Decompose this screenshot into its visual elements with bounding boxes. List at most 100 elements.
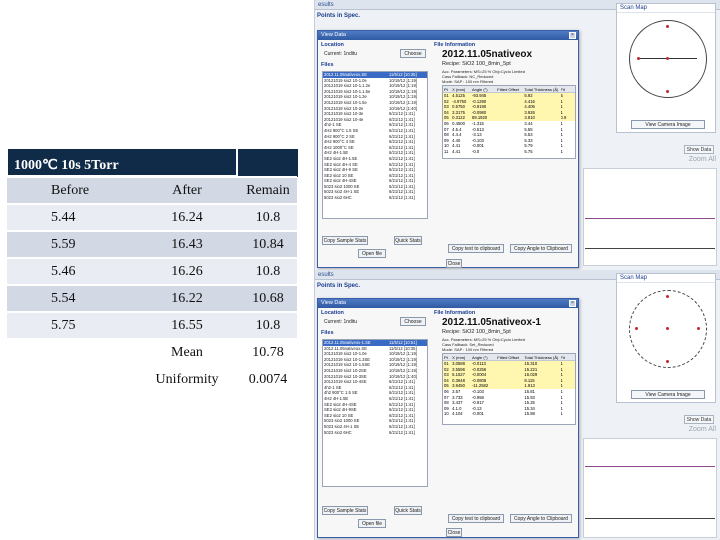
file-list-item[interactable]: 20121019 sio2 10-1.5e 10/19/12 [1:19]: [323, 100, 427, 106]
file-list-item[interactable]: SE2 sio2 4H-4 SE 6/21/12 [1:41]: [323, 162, 427, 168]
file-list-item[interactable]: 5023 sio2 6HC 6/21/12 [1:41]: [323, 430, 427, 436]
file-list-item[interactable]: 4H2 4H-1.5E 6/21/12 [1:41]: [323, 396, 427, 402]
copy-sample-stats-button[interactable]: Copy Sample Stats: [322, 506, 368, 515]
table-row[interactable]: 03 5.1527 -0.0004 16.029 1: [443, 372, 575, 378]
file-list-item[interactable]: SE2 sio2 4H-4SE 6/21/12 [1:41]: [323, 178, 427, 184]
table-row[interactable]: 06 3.57 -0.103 15.81 1: [443, 389, 575, 395]
copy-angle-to-clipboard-button[interactable]: Copy Angle to Clipboard: [510, 514, 572, 523]
file-list-item[interactable]: SE2 sio2 10 SE 6/21/12 [1:41]: [323, 413, 427, 419]
copy-test-to-clipboard-button[interactable]: Copy test to clipboard: [448, 244, 504, 253]
file-list-item[interactable]: 4H2 4H-1.5E 6/21/12 [1:41]: [323, 150, 427, 156]
file-list-item[interactable]: 4H2 900°C 2 SE 6/21/12 [1:41]: [323, 134, 427, 140]
table-row[interactable]: 05 0.3122 89.1920 3.810 0.9: [443, 115, 575, 121]
file-list-item[interactable]: 5023 sio2 6HC 6/21/12 [1:41]: [323, 195, 427, 201]
table-row[interactable]: 07 4.5.4 -0.513 5.55 1: [443, 127, 575, 133]
file-list-item[interactable]: 20121019 sio2 10-1.0e 10/19/12 [1:19]: [323, 78, 427, 84]
show-data-button[interactable]: Show Data: [684, 415, 714, 424]
file-list[interactable]: 2012.11.05nativeox.SE 11/5/12 [10:35] 2012…: [322, 71, 428, 219]
copy-test-to-clipboard-button[interactable]: Copy test to clipboard: [448, 514, 504, 523]
file-list-item[interactable]: 5023 sio2 4H-1 SE 6/21/12 [1:41]: [323, 189, 427, 195]
close-icon[interactable]: ×: [569, 300, 576, 307]
results-tab[interactable]: esults: [318, 272, 334, 278]
close-icon[interactable]: ×: [569, 32, 576, 39]
file-list-item[interactable]: SE2 sio2 4H-9 SE 6/21/12 [1:41]: [323, 167, 427, 173]
file-list-item[interactable]: 4h2 900°C 1.5 SE 6/21/12 [1:41]: [323, 390, 427, 396]
current-location: Current: 1nditu: [324, 319, 358, 325]
file-list-item[interactable]: 4H2 900°C 4 SE 6/21/12 [1:41]: [323, 139, 427, 145]
file-list-item[interactable]: 20121019 sio2 10-3SE 10/19/12 [1:40]: [323, 374, 427, 380]
file-list[interactable]: 2012.11.05nativeox-1.SE 11/5/12 [10:51] 20…: [322, 339, 428, 487]
summary-cell: 5.75: [51, 318, 76, 333]
file-list-item[interactable]: SE2 sio2 4H-4SE 6/21/12 [1:41]: [323, 402, 427, 408]
table-row[interactable]: 02 3.5596 -0.0256 15.221 1: [443, 366, 575, 373]
copy-angle-to-clipboard-button[interactable]: Copy Angle to Clipboard: [510, 244, 572, 253]
close-button[interactable]: Close: [446, 528, 462, 537]
meta-line: Mode: SAP : 100 nm Filtered: [442, 347, 494, 352]
file-list-item[interactable]: 4H2 1000°C SE 6/21/12 [1:41]: [323, 145, 427, 151]
table-row[interactable]: 03 0.5750 -0.9190 4.406 1: [443, 104, 575, 110]
file-list-item[interactable]: 20121019 sio2 10-1.0e 10/19/12 [1:19]: [323, 351, 427, 357]
file-list-item[interactable]: 2012.11.05nativeox.SE 11/5/12 [10:35]: [323, 72, 427, 78]
file-list-item[interactable]: 5023 sio2 4H-1 SE 6/21/12 [1:41]: [323, 424, 427, 430]
file-list-item[interactable]: 2012.11.05nativeox-1.SE 11/5/12 [10:51]: [323, 340, 427, 346]
zoom-all-label[interactable]: Zoom All: [688, 426, 716, 433]
table-row[interactable]: 10 4.41 -0.001 5.79 1: [443, 143, 575, 149]
file-list-item[interactable]: 20121019 sio2 10-4SE 6/21/12 [1:41]: [323, 379, 427, 385]
table-row[interactable]: 10 4.104 -0.001 15.88 1: [443, 411, 575, 417]
table-row[interactable]: 08 4.4.4 -3.13 5.53 1: [443, 132, 575, 138]
table-row[interactable]: 05 3.9450 -11.2582 1.913 1: [443, 383, 575, 389]
table-row[interactable]: 01 3.0588 -0.0113 15.310 1: [443, 361, 575, 367]
file-list-item[interactable]: 20121019 sio2 10-2SE 10/19/12 [1:19]: [323, 368, 427, 374]
file-list-item[interactable]: 2012.11.05nativeox.SE 11/5/12 [10:35]: [323, 346, 427, 352]
copy-sample-stats-button[interactable]: Copy Sample Stats: [322, 236, 368, 245]
summary-cell: [7, 340, 135, 365]
table-row[interactable]: 09 4.1.0 -0.13 15.34 1: [443, 406, 575, 412]
results-table[interactable]: Pt X (mm) Angle (°) Fitted Offset Total Thic…: [442, 85, 576, 159]
open-file-button[interactable]: Open file: [358, 249, 386, 258]
table-row[interactable]: 07 3.733 -0.958 15.93 1: [443, 395, 575, 401]
choose-button[interactable]: Choose: [400, 49, 426, 58]
file-list-item[interactable]: 20121019 sio2 10-4e 6/21/12 [1:41]: [323, 117, 427, 123]
file-list-item[interactable]: SE2 sio2 4H-9SE 6/21/12 [1:41]: [323, 407, 427, 413]
file-date-cell: 6/21/12 [1:41]: [389, 133, 415, 139]
zoom-all-label[interactable]: Zoom All: [688, 156, 716, 163]
plot-series-line: [585, 518, 715, 519]
table-cell: -0.0808: [472, 377, 487, 383]
file-list-item[interactable]: 20121019 sio2 10-1.1.2e 10/19/12 [1:19]: [323, 83, 427, 89]
quick-stats-button[interactable]: Quick Stats: [394, 236, 422, 245]
table-row[interactable]: 04 0.3648 -0.0808 8.115 1: [443, 377, 575, 384]
file-list-item[interactable]: 4h2-1 SE 6/21/12 [1:41]: [323, 385, 427, 391]
file-list-item[interactable]: 5023 sio2 1000 SE 6/21/12 [1:41]: [323, 418, 427, 424]
view-camera-image-button[interactable]: View Camera Image: [631, 390, 705, 399]
view-camera-image-button[interactable]: View Camera Image: [631, 120, 705, 129]
file-list-item[interactable]: 20121019 sio2 10-1.1.6e 10/19/12 [1:19]: [323, 89, 427, 95]
file-list-item[interactable]: SE2 sio2 4H-1.5E 6/21/12 [1:41]: [323, 156, 427, 162]
table-cell: 3.437: [452, 400, 463, 406]
table-row[interactable]: 08 3.437 -0.917 15.25 1: [443, 400, 575, 406]
close-button[interactable]: Close: [446, 259, 462, 268]
open-file-button[interactable]: Open file: [358, 519, 386, 528]
quick-stats-button[interactable]: Quick Stats: [394, 506, 422, 515]
choose-button[interactable]: Choose: [400, 317, 426, 326]
table-row[interactable]: 02 -4.9750 -0.1290 4.416 1: [443, 98, 575, 105]
table-row[interactable]: 04 3.3175 -0.0980 3.926 1: [443, 109, 575, 116]
file-name-cell: SE2 sio2 4H-4SE: [324, 401, 357, 407]
file-date-cell: 6/21/12 [1:41]: [389, 401, 415, 407]
file-list-item[interactable]: 20121019 sio2 10-3e 6/21/12 [1:41]: [323, 111, 427, 117]
file-list-item[interactable]: 4h2-1 SE 6/21/12 [1:41]: [323, 122, 427, 128]
file-list-item[interactable]: 5023 sio2 1000 SE 6/21/12 [1:41]: [323, 184, 427, 190]
file-list-item[interactable]: 20121019 sio2 10-1.3e 10/19/12 [1:19]: [323, 94, 427, 100]
file-date-cell: 11/5/12 [10:51]: [389, 340, 417, 345]
file-list-item[interactable]: 20121019 sio2 10-2e 10/19/12 [1:40]: [323, 106, 427, 112]
table-row[interactable]: 11 4.41 -0.0 5.75 1: [443, 149, 575, 155]
show-data-button[interactable]: Show Data: [684, 145, 714, 154]
table-row[interactable]: 01 4.5125 -93.945 5.92 5: [443, 93, 575, 99]
results-tab[interactable]: esults: [318, 2, 334, 8]
file-list-item[interactable]: 20121019 sio2 10-1.3SE 10/19/12 [1:19]: [323, 357, 427, 363]
file-list-item[interactable]: 4H2 900°C 1.5 SE 6/21/12 [1:41]: [323, 128, 427, 134]
file-list-item[interactable]: 20121019 sio2 10-1.5SE 10/19/12 [1:19]: [323, 362, 427, 368]
table-row[interactable]: 06 0.4500 -1.315 3.44 1: [443, 121, 575, 127]
table-row[interactable]: 09 4.40 -0.103 5.33 1: [443, 138, 575, 144]
file-list-item[interactable]: SE2 sio2 10 SE 6/21/12 [1:41]: [323, 173, 427, 179]
results-table[interactable]: Pt X (mm) Angle (°) Fitted Offset Total Thic…: [442, 353, 576, 425]
